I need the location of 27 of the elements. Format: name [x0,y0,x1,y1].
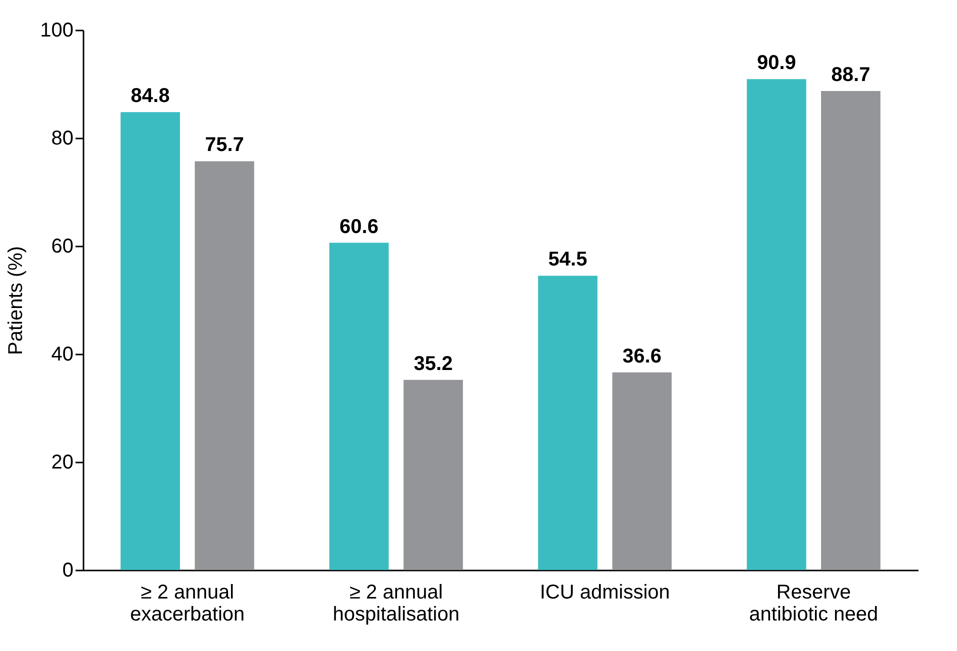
y-tick-label: 100 [40,20,74,42]
x-tick-label: ≥ 2 annual hospitalisation [332,582,460,626]
bar [329,242,389,570]
bar [404,380,463,570]
data-label: 84.8 [130,85,170,108]
data-label: 60.6 [340,216,378,238]
data-label: 88.7 [831,64,870,86]
bar [746,79,806,570]
bar [612,372,672,570]
bar [120,112,180,570]
data-label: 35.2 [414,352,453,375]
data-label: 90.9 [757,52,796,74]
data-label: 36.6 [622,345,662,368]
x-tick-label: ICU admission [540,582,670,604]
x-tick-label: ≥ 2 annual exacerbation [130,582,245,626]
y-tick-label: 40 [51,344,74,366]
y-tick-label: 80 [51,128,74,150]
bar [821,91,880,570]
y-axis-title: Patients (%) [5,246,28,355]
y-tick-label: 20 [51,452,74,474]
data-label: 75.7 [205,134,244,156]
x-tick-label: Reserve antibiotic need [749,582,878,626]
data-label: 54.5 [548,248,588,271]
bar [538,276,598,570]
y-tick-label: 0 [62,560,74,582]
y-tick-label: 60 [51,236,74,258]
bar [194,161,254,570]
